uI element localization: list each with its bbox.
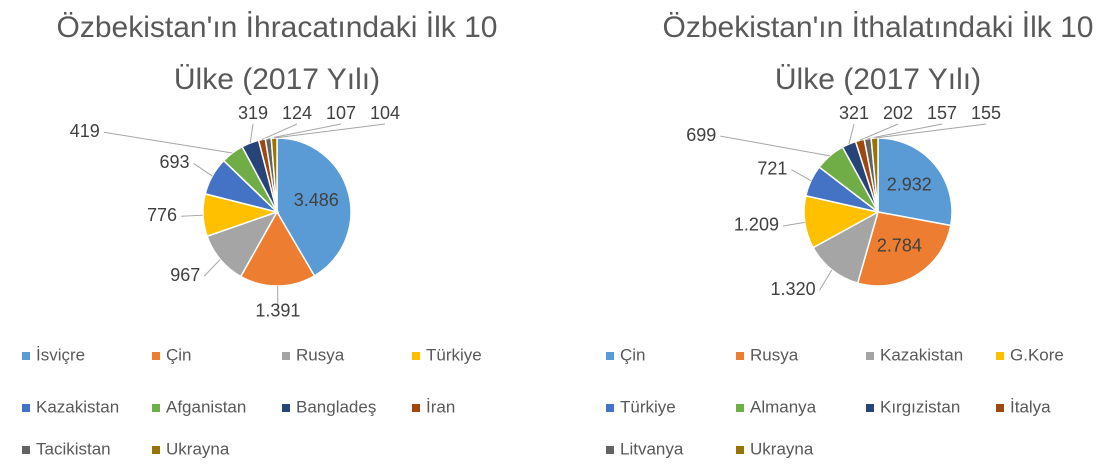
data-label: 124: [282, 103, 312, 123]
legend-label: İsviçre: [36, 345, 85, 364]
legend-label: Çin: [620, 345, 646, 364]
data-label: 967: [170, 265, 200, 285]
legend-label: Türkiye: [620, 397, 676, 416]
pie-slice: [877, 137, 953, 227]
data-label: 157: [927, 103, 957, 123]
legend-swatch: [996, 352, 1004, 360]
data-label: 155: [971, 103, 1001, 123]
leader-line: [791, 169, 812, 182]
leader-line: [874, 123, 987, 139]
legend-label: Tacikistan: [36, 439, 111, 458]
data-label: 419: [70, 121, 100, 141]
data-label: 1.320: [771, 279, 816, 299]
legend-swatch: [606, 352, 614, 360]
legend-label: Almanya: [750, 397, 817, 416]
leader-line: [848, 123, 855, 145]
legend-swatch: [22, 352, 30, 360]
leader-line: [782, 221, 805, 227]
data-label: 3.486: [294, 190, 339, 210]
legend-label: Rusya: [750, 345, 799, 364]
data-label: 104: [370, 103, 400, 123]
leader-line: [261, 123, 298, 140]
leader-line: [103, 131, 233, 154]
chart-title: Özbekistan'ın İthalatındaki İlk 10 Ülke …: [662, 11, 1094, 96]
legend-label: Çin: [166, 345, 192, 364]
legend-label: Kazakistan: [880, 345, 963, 364]
legend-label: Türkiye: [426, 345, 482, 364]
leader-line: [867, 123, 943, 140]
leader-line: [819, 269, 833, 291]
legend-swatch: [282, 352, 290, 360]
legend-swatch: [152, 404, 160, 412]
data-label: 2.784: [877, 235, 922, 255]
legend-swatch: [866, 352, 874, 360]
legend-label: Litvanya: [620, 439, 684, 458]
leader-line: [274, 123, 386, 139]
legend-swatch: [606, 404, 614, 412]
data-label: 107: [326, 103, 356, 123]
legend-swatch: [152, 446, 160, 454]
legend-label: Afganistan: [166, 397, 246, 416]
legend-swatch: [412, 352, 420, 360]
pie-slice: [239, 210, 316, 287]
leader-line: [193, 163, 213, 177]
legend-swatch: [22, 404, 30, 412]
legend-label: Kazakistan: [36, 397, 119, 416]
legend-swatch: [736, 352, 744, 360]
leader-line: [859, 123, 899, 141]
legend-label: İran: [426, 397, 455, 416]
legend-swatch: [736, 446, 744, 454]
legend-swatch: [736, 404, 744, 412]
legend-swatch: [866, 404, 874, 412]
pie-slice: [276, 137, 352, 277]
data-label: 202: [883, 103, 913, 123]
legend-label: G.Kore: [1010, 345, 1064, 364]
legend-label: Ukrayna: [166, 439, 230, 458]
legend-swatch: [996, 404, 1004, 412]
pie-slice: [812, 210, 880, 285]
legend-label: Rusya: [296, 345, 345, 364]
data-label: 1.391: [255, 301, 300, 321]
leader-line: [203, 259, 221, 277]
data-label: 321: [839, 103, 869, 123]
data-label: 2.932: [887, 175, 932, 195]
legend-swatch: [412, 404, 420, 412]
legend-swatch: [606, 446, 614, 454]
data-label: 1.209: [734, 215, 779, 235]
data-label: 319: [238, 103, 268, 123]
data-label: 721: [757, 158, 787, 178]
leader-line: [720, 135, 830, 157]
legend-label: Bangladeş: [296, 397, 376, 416]
legend-swatch: [152, 352, 160, 360]
leader-line: [181, 214, 204, 217]
legend-swatch: [282, 404, 290, 412]
legend-label: İtalya: [1010, 397, 1051, 416]
legend-label: Kırgızistan: [880, 397, 960, 416]
leader-line: [268, 123, 342, 140]
legend-label: Ukrayna: [750, 439, 814, 458]
data-label: 693: [160, 152, 190, 172]
chart-title: Özbekistan'ın İhracatındaki İlk 10 Ülke …: [56, 11, 498, 96]
legend-swatch: [22, 446, 30, 454]
data-label: 699: [686, 125, 716, 145]
pie-slice: [856, 211, 952, 287]
leader-line: [249, 123, 254, 144]
data-label: 776: [147, 205, 177, 225]
